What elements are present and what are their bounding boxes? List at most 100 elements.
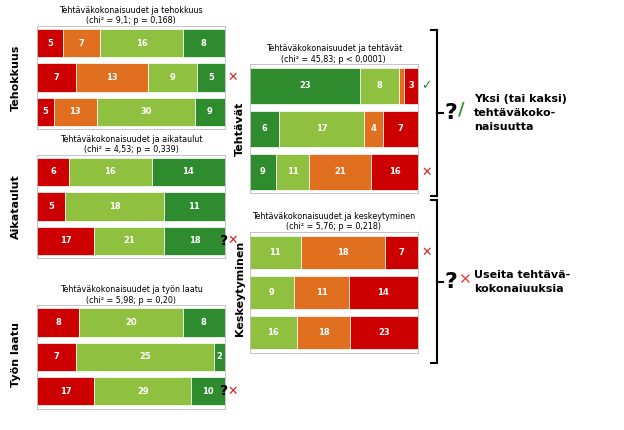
Bar <box>371 154 418 190</box>
Bar <box>250 316 297 349</box>
Text: ✓: ✓ <box>421 80 432 92</box>
Text: naisuutta: naisuutta <box>474 122 534 132</box>
Text: 5: 5 <box>208 73 214 82</box>
Bar <box>94 377 191 405</box>
Text: 7: 7 <box>54 73 59 82</box>
Text: 29: 29 <box>137 387 149 396</box>
Text: ?: ? <box>220 384 228 398</box>
Bar <box>100 29 183 57</box>
Text: Keskeytyminen: Keskeytyminen <box>235 240 245 336</box>
Bar <box>183 308 225 337</box>
Text: 6: 6 <box>50 168 56 176</box>
Bar <box>349 276 418 309</box>
Text: 21: 21 <box>124 237 135 245</box>
Bar <box>360 68 399 104</box>
Bar <box>37 343 76 371</box>
Bar <box>383 111 418 147</box>
Bar <box>301 236 386 269</box>
Text: 18: 18 <box>338 248 349 257</box>
Bar <box>250 68 360 104</box>
Text: 7: 7 <box>398 125 404 133</box>
Bar <box>250 154 276 190</box>
Text: ✕: ✕ <box>421 246 432 259</box>
Text: 11: 11 <box>188 202 200 211</box>
Text: ?: ? <box>444 272 457 292</box>
Text: 14: 14 <box>182 168 194 176</box>
Bar <box>69 158 152 186</box>
Text: 7: 7 <box>399 248 404 257</box>
Bar <box>37 192 65 221</box>
Text: 17: 17 <box>316 125 327 133</box>
Text: ?: ? <box>220 234 228 248</box>
Bar <box>79 308 183 337</box>
Text: 16: 16 <box>389 168 401 176</box>
Text: Yksi (tai kaksi): Yksi (tai kaksi) <box>474 94 567 104</box>
Bar <box>250 236 301 269</box>
Text: Useita tehtävä-: Useita tehtävä- <box>474 270 570 280</box>
Text: 14: 14 <box>378 288 389 297</box>
Bar <box>213 343 225 371</box>
Bar <box>37 98 54 126</box>
Text: 9: 9 <box>269 288 275 297</box>
Text: ✕: ✕ <box>458 272 470 287</box>
Text: 2: 2 <box>216 353 222 361</box>
Bar <box>65 192 164 221</box>
Text: 9: 9 <box>170 73 175 82</box>
Title: Tehtäväkokonaisuudet ja työn laatu
(chi² = 5,98; p = 0,20): Tehtäväkokonaisuudet ja työn laatu (chi²… <box>60 285 202 304</box>
Title: Tehtäväkokonaisuudet ja tehtävät
(chi² = 45,83; p < 0,0001): Tehtäväkokonaisuudet ja tehtävät (chi² =… <box>266 44 402 64</box>
Bar <box>76 343 213 371</box>
Bar <box>191 377 225 405</box>
Bar <box>250 276 294 309</box>
Text: Tehokkuus: Tehokkuus <box>11 44 21 111</box>
Text: 16: 16 <box>104 168 116 176</box>
Text: 11: 11 <box>270 248 281 257</box>
Text: 11: 11 <box>316 288 328 297</box>
Bar <box>276 154 309 190</box>
Bar <box>64 29 100 57</box>
Text: 8: 8 <box>377 82 383 90</box>
Bar <box>350 316 418 349</box>
Text: 7: 7 <box>79 39 84 47</box>
Bar <box>195 98 225 126</box>
Bar <box>309 154 371 190</box>
Text: Aikataulut: Aikataulut <box>11 174 21 239</box>
Bar <box>250 111 280 147</box>
Bar <box>152 158 225 186</box>
Text: 9: 9 <box>260 168 266 176</box>
Text: 18: 18 <box>318 328 329 337</box>
Text: 3: 3 <box>408 82 414 90</box>
Bar <box>37 29 64 57</box>
Title: Tehtäväkokonaisuudet ja tehokkuus
(chi² = 9,1; p = 0,168): Tehtäväkokonaisuudet ja tehokkuus (chi² … <box>59 6 203 25</box>
Text: Työn laatu: Työn laatu <box>11 322 21 387</box>
Text: 20: 20 <box>125 318 137 327</box>
Text: ✕: ✕ <box>421 166 432 178</box>
Bar <box>37 308 79 337</box>
Text: tehtäväkoko-: tehtäväkoko- <box>474 108 557 118</box>
Text: ✕: ✕ <box>228 234 238 247</box>
Bar <box>37 158 69 186</box>
Text: 18: 18 <box>109 202 120 211</box>
Text: 6: 6 <box>261 125 268 133</box>
Text: /: / <box>458 101 465 118</box>
Bar <box>37 63 76 92</box>
Text: kokonaiuuksia: kokonaiuuksia <box>474 284 564 294</box>
Bar <box>294 276 349 309</box>
Bar <box>399 68 404 104</box>
Text: 13: 13 <box>106 73 117 82</box>
Bar <box>147 63 197 92</box>
Text: 23: 23 <box>299 82 311 90</box>
Text: 9: 9 <box>207 108 213 116</box>
Text: 4: 4 <box>371 125 376 133</box>
Text: 16: 16 <box>135 39 147 47</box>
Title: Tehtäväkokonaisuudet ja aikataulut
(chi² = 4,53; p = 0,339): Tehtäväkokonaisuudet ja aikataulut (chi²… <box>60 135 202 154</box>
Text: Tehtävät: Tehtävät <box>235 102 245 156</box>
Bar <box>183 29 225 57</box>
Bar <box>164 192 225 221</box>
Text: 5: 5 <box>47 39 54 47</box>
Text: 21: 21 <box>334 168 346 176</box>
Bar <box>280 111 364 147</box>
Bar <box>297 316 350 349</box>
Text: 8: 8 <box>56 318 61 327</box>
Text: 11: 11 <box>286 168 298 176</box>
Bar <box>54 98 97 126</box>
